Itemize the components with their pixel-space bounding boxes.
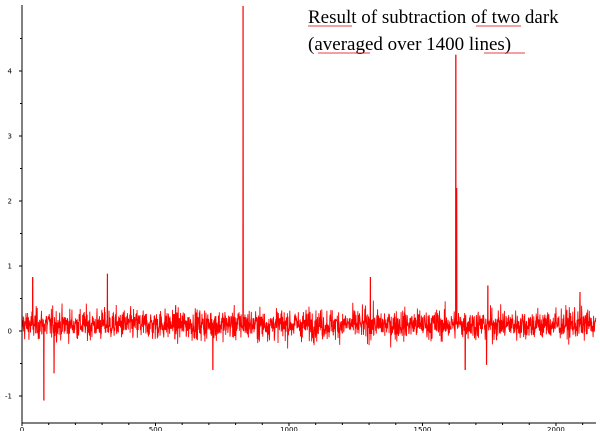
y-tick-label: 1 xyxy=(8,263,12,271)
series-layer xyxy=(21,5,597,401)
y-tick-label: -1 xyxy=(5,393,12,401)
y-tick-label: 0 xyxy=(8,328,12,336)
annotation-line-1: Result of subtraction of two dark xyxy=(308,7,559,28)
chart-annotation: Result of subtraction of two dark (avera… xyxy=(308,7,559,55)
x-tick-label: 1500 xyxy=(414,426,432,431)
x-tick-label: 0 xyxy=(20,426,24,431)
y-tick-label: 2 xyxy=(8,198,12,206)
ticks-layer: -1 0 1 2 3 4 0 500 1000 1500 2000 xyxy=(5,38,584,431)
x-tick-label: 500 xyxy=(149,426,162,431)
annotation-line-2: (averaged over 1400 lines) xyxy=(308,34,511,55)
y-tick-label: 4 xyxy=(8,68,13,76)
x-tick-label: 1000 xyxy=(280,426,298,431)
series-line xyxy=(21,5,597,401)
axis-layer xyxy=(21,5,596,424)
x-tick-label: 2000 xyxy=(547,426,565,431)
y-tick-label: 3 xyxy=(8,133,12,141)
